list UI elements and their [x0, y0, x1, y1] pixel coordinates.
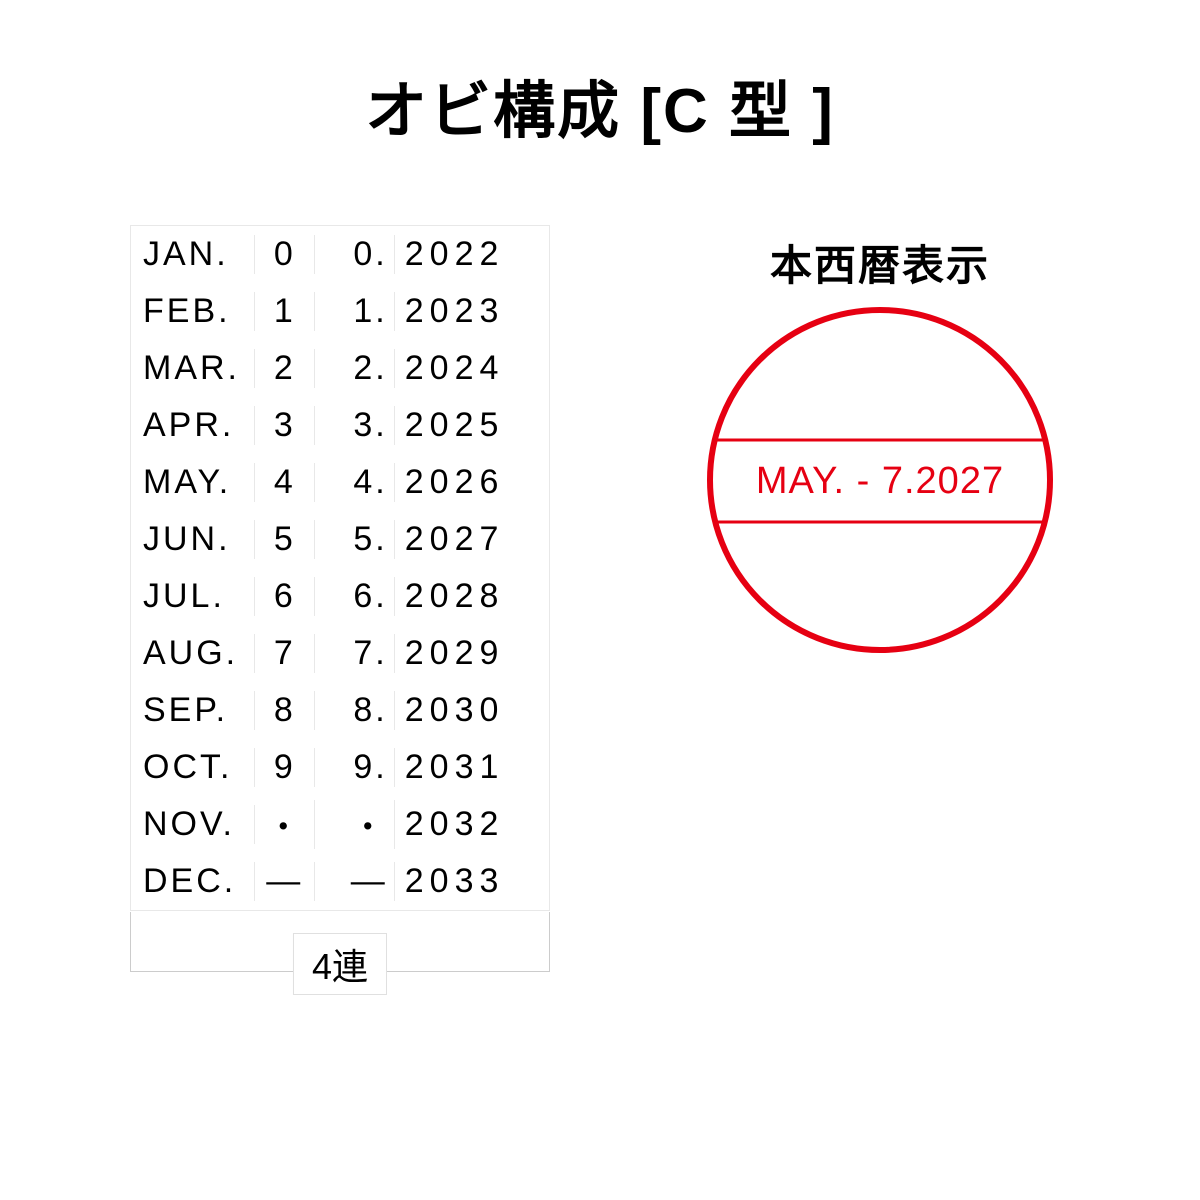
- cell-year: 2026: [395, 463, 549, 502]
- table-row: MAR.22.2024: [131, 340, 549, 397]
- band-composition-table: JAN.00.2022FEB.11.2023MAR.22.2024APR.33.…: [130, 225, 550, 911]
- cell-digit-ones: 6.: [315, 577, 395, 616]
- table-row: DEC.——2033: [131, 853, 549, 910]
- cell-digit-ones: ・: [315, 800, 395, 849]
- cell-digit-tens: 9: [255, 748, 315, 787]
- cell-digit-ones: 9.: [315, 748, 395, 787]
- cell-year: 2025: [395, 406, 549, 445]
- cell-digit-tens: —: [255, 862, 315, 901]
- cell-digit-ones: 5.: [315, 520, 395, 559]
- cell-month: AUG.: [131, 634, 255, 673]
- cell-year: 2022: [395, 235, 549, 274]
- table-row: JUL.66.2028: [131, 568, 549, 625]
- cell-digit-ones: —: [315, 862, 395, 901]
- cell-digit-ones: 8.: [315, 691, 395, 730]
- cell-month: JAN.: [131, 235, 255, 274]
- bracket-label: 4連: [293, 933, 387, 995]
- stamp-date-text: MAY. - 7.2027: [756, 460, 1004, 502]
- cell-digit-tens: 7: [255, 634, 315, 673]
- cell-digit-tens: 5: [255, 520, 315, 559]
- cell-digit-ones: 0.: [315, 235, 395, 274]
- cell-month: JUN.: [131, 520, 255, 559]
- cell-digit-tens: 3: [255, 406, 315, 445]
- cell-digit-ones: 7.: [315, 634, 395, 673]
- cell-digit-tens: 6: [255, 577, 315, 616]
- cell-month: MAY.: [131, 463, 255, 502]
- cell-month: APR.: [131, 406, 255, 445]
- cell-year: 2028: [395, 577, 549, 616]
- cell-digit-ones: 3.: [315, 406, 395, 445]
- table-row: OCT.99.2031: [131, 739, 549, 796]
- table-row: AUG.77.2029: [131, 625, 549, 682]
- cell-digit-tens: 4: [255, 463, 315, 502]
- table-row: APR.33.2025: [131, 397, 549, 454]
- table-row: NOV.・・2032: [131, 796, 549, 853]
- cell-digit-tens: ・: [255, 800, 315, 849]
- column-bracket: 4連: [130, 912, 550, 972]
- cell-month: DEC.: [131, 862, 255, 901]
- cell-month: JUL.: [131, 577, 255, 616]
- cell-month: FEB.: [131, 292, 255, 331]
- stamp-heading: 本西暦表示: [700, 232, 1060, 293]
- cell-digit-tens: 0: [255, 235, 315, 274]
- table-row: MAY.44.2026: [131, 454, 549, 511]
- table-row: JAN.00.2022: [131, 226, 549, 283]
- cell-digit-ones: 4.: [315, 463, 395, 502]
- cell-month: MAR.: [131, 349, 255, 388]
- date-stamp-preview: MAY. - 7.2027: [700, 300, 1060, 660]
- cell-digit-ones: 1.: [315, 292, 395, 331]
- table-row: JUN.55.2027: [131, 511, 549, 568]
- cell-digit-tens: 8: [255, 691, 315, 730]
- table-row: FEB.11.2023: [131, 283, 549, 340]
- cell-year: 2032: [395, 805, 549, 844]
- cell-year: 2029: [395, 634, 549, 673]
- cell-month: OCT.: [131, 748, 255, 787]
- cell-month: NOV.: [131, 805, 255, 844]
- cell-year: 2024: [395, 349, 549, 388]
- cell-year: 2033: [395, 862, 549, 901]
- cell-month: SEP.: [131, 691, 255, 730]
- cell-digit-ones: 2.: [315, 349, 395, 388]
- cell-year: 2023: [395, 292, 549, 331]
- cell-year: 2027: [395, 520, 549, 559]
- cell-digit-tens: 2: [255, 349, 315, 388]
- cell-digit-tens: 1: [255, 292, 315, 331]
- table-row: SEP.88.2030: [131, 682, 549, 739]
- page-title: オビ構成 [C 型 ]: [0, 60, 1200, 150]
- cell-year: 2031: [395, 748, 549, 787]
- cell-year: 2030: [395, 691, 549, 730]
